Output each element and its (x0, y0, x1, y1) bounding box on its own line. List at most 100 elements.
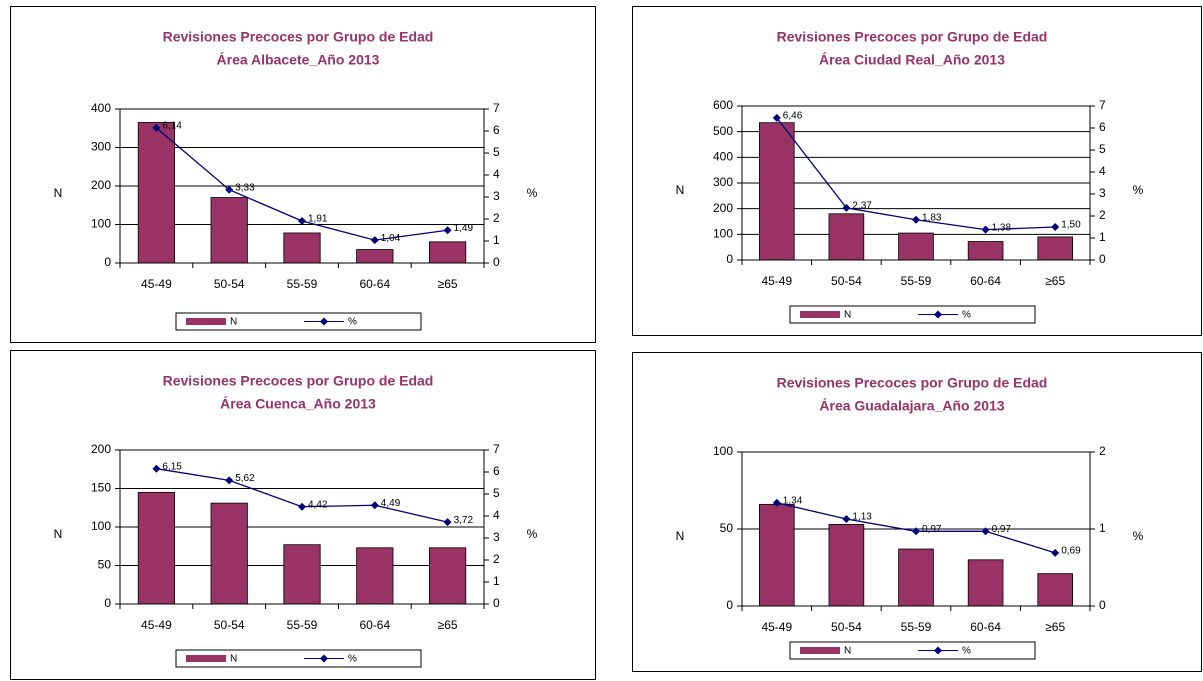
y2-tick-label: 1 (493, 233, 500, 247)
x-tick-label: 50-54 (831, 620, 862, 634)
data-label: 4,49 (381, 498, 401, 509)
bar (898, 232, 934, 261)
chart-subtitle: Área Cuenca_Año 2013 (220, 396, 376, 412)
y2-tick-label: 6 (493, 464, 500, 478)
legend (789, 305, 1036, 324)
y-tick-label: 100 (91, 519, 111, 533)
x-tick-label: 60-64 (359, 618, 390, 632)
y-tick-label: 100 (91, 217, 111, 231)
point (443, 226, 452, 235)
legend-marker (934, 310, 942, 319)
chart-title: Revisiones Precoces por Grupo de Edad (777, 375, 1048, 391)
point (370, 501, 379, 510)
x-tick-label: ≥65 (1045, 620, 1065, 634)
data-label: 1,91 (308, 214, 328, 225)
data-label: 6,15 (162, 461, 182, 472)
data-label: 1,83 (922, 212, 942, 223)
legend-label: N (230, 654, 237, 665)
x-tick-label: 55-59 (287, 618, 318, 632)
chart-title: Revisiones Precoces por Grupo de Edad (777, 29, 1048, 45)
y2-tick-label: 7 (1099, 98, 1106, 112)
y-tick-label: 0 (104, 255, 111, 269)
x-tick-label: ≥65 (438, 618, 458, 632)
point (225, 476, 234, 485)
bar (759, 503, 795, 607)
y-tick-label: 0 (726, 598, 733, 612)
point (1051, 223, 1060, 231)
y-tick-label: 500 (713, 124, 733, 138)
x-tick-label: 50-54 (214, 618, 245, 632)
y-axis-label: N (54, 527, 63, 541)
y2-tick-label: 0 (1099, 598, 1106, 612)
bar (828, 213, 865, 261)
legend-swatch (186, 655, 226, 662)
y2-axis-label: % (527, 186, 538, 200)
x-tick-label: 45-49 (761, 620, 792, 634)
point (912, 215, 920, 224)
y2-tick-label: 4 (493, 167, 500, 181)
point (772, 113, 781, 122)
bar (967, 241, 1004, 261)
x-tick-label: 60-64 (970, 274, 1001, 288)
data-label: 1,04 (381, 233, 401, 244)
y2-tick-label: 5 (493, 486, 500, 500)
data-label: 1,13 (852, 512, 872, 523)
y-tick-label: 400 (713, 150, 733, 164)
data-label: 3,33 (235, 182, 255, 193)
y2-tick-label: 0 (493, 255, 500, 269)
point (152, 123, 161, 132)
y-axis-label: N (54, 186, 63, 200)
chart-title: Revisiones Precoces por Grupo de Edad (163, 29, 434, 45)
y2-tick-label: 1 (1099, 521, 1106, 535)
bar (137, 491, 175, 605)
legend-marker (320, 654, 328, 663)
chart: Revisiones Precoces por Grupo de Edad Áre… (10, 350, 596, 680)
chart-frame (10, 6, 596, 343)
data-label: 4,42 (308, 499, 328, 510)
chart-frame (632, 352, 1202, 672)
data-label: 0,69 (1061, 546, 1081, 557)
y2-tick-label: 0 (1099, 252, 1106, 266)
bar (283, 544, 321, 605)
y-tick-label: 200 (713, 201, 733, 215)
data-label: 6,46 (783, 111, 803, 122)
legend-marker (934, 646, 942, 655)
data-label: 5,62 (235, 473, 255, 484)
y2-tick-label: 6 (1099, 120, 1106, 134)
y-tick-label: 100 (713, 227, 733, 241)
x-tick-label: 50-54 (214, 277, 245, 291)
y2-tick-label: 5 (493, 145, 500, 159)
x-tick-label: ≥65 (438, 277, 458, 291)
legend-label: % (962, 646, 971, 657)
x-tick-label: 45-49 (761, 274, 792, 288)
y2-tick-label: 2 (1099, 208, 1106, 222)
legend-marker (320, 317, 328, 326)
point (1051, 548, 1060, 557)
y2-tick-label: 6 (493, 123, 500, 137)
chart-title: Revisiones Precoces por Grupo de Edad (163, 373, 434, 389)
chart: Revisiones Precoces por Grupo de Edad Áre… (632, 6, 1202, 336)
legend (789, 641, 1036, 660)
bar (1037, 573, 1073, 607)
bar (356, 249, 394, 264)
bar (428, 241, 467, 264)
point (981, 527, 990, 536)
chart-frame (632, 6, 1202, 336)
x-tick-label: ≥65 (1045, 274, 1065, 288)
point (912, 527, 920, 536)
data-label: 1,49 (454, 223, 474, 234)
y2-tick-label: 1 (493, 574, 500, 588)
y-tick-label: 150 (91, 481, 111, 495)
y-tick-label: 100 (713, 444, 733, 458)
y2-axis-label: % (1133, 529, 1144, 543)
point (842, 514, 851, 523)
data-label: 0,97 (992, 524, 1012, 535)
y-tick-label: 400 (91, 101, 111, 115)
y-tick-label: 300 (91, 140, 111, 154)
y2-tick-label: 3 (493, 530, 500, 544)
y-tick-label: 200 (91, 178, 111, 192)
legend-label: N (844, 646, 851, 657)
y-tick-label: 50 (98, 558, 112, 572)
legend-label: % (348, 317, 357, 328)
